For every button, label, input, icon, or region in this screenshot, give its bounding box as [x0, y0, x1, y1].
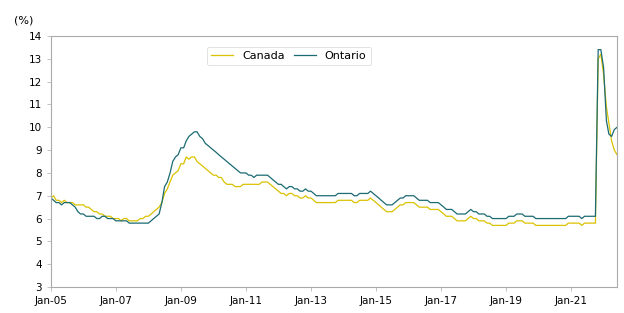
Legend: Canada, Ontario: Canada, Ontario [207, 47, 371, 65]
Text: (%): (%) [14, 16, 34, 26]
Line: Ontario: Ontario [51, 50, 617, 223]
Line: Canada: Canada [51, 54, 617, 225]
